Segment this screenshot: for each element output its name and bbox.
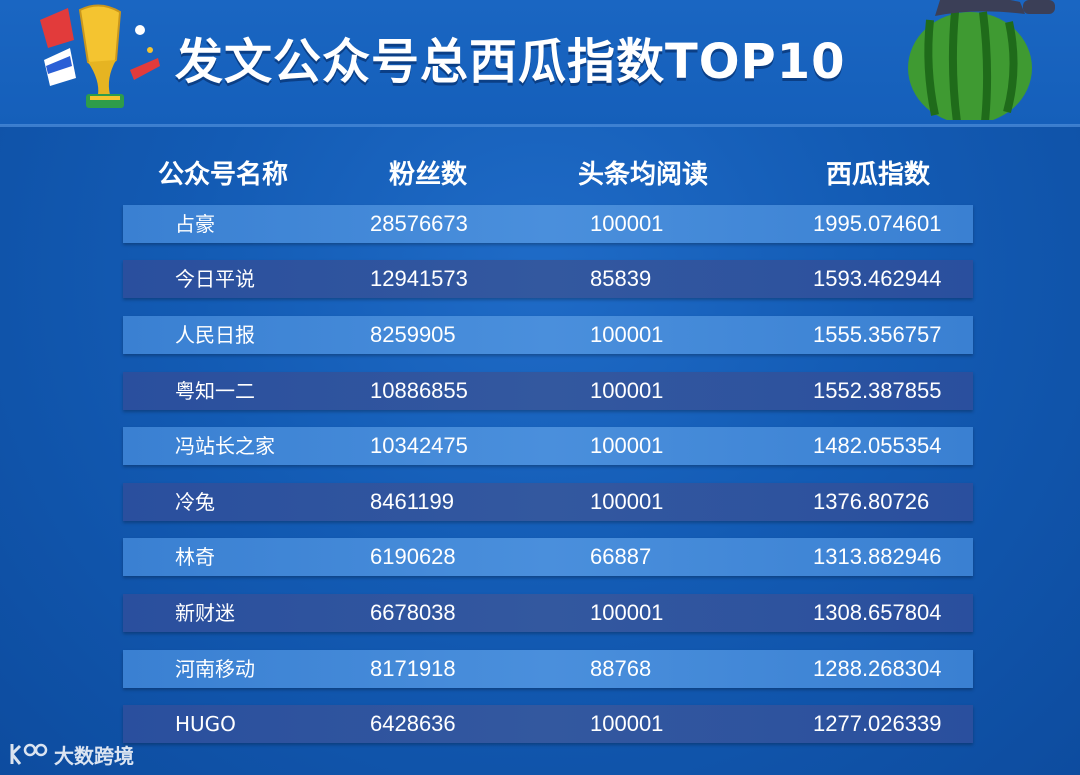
fans-count: 28576673	[370, 211, 468, 236]
fans-count: 10886855	[370, 378, 468, 403]
fans-count: 6190628	[370, 544, 456, 569]
avg-reads: 100001	[590, 378, 664, 403]
account-name: 冯站长之家	[175, 434, 275, 458]
header-divider	[0, 124, 1080, 127]
page-title: 发文公众号总西瓜指数TOP10	[175, 34, 846, 90]
account-name: 新财迷	[175, 601, 235, 625]
xigua-index: 1995.074601	[813, 211, 942, 236]
table-row: 冯站长之家 10342475 100001 1482.055354	[123, 427, 973, 465]
xigua-index: 1308.657804	[813, 600, 942, 625]
account-name: 粤知一二	[175, 379, 255, 403]
header-band	[0, 0, 1080, 125]
avg-reads: 100001	[590, 489, 664, 514]
column-header-fans: 粉丝数	[388, 160, 467, 190]
account-name: HUGO	[175, 712, 236, 736]
avg-reads: 100001	[590, 600, 664, 625]
avg-reads: 66887	[590, 544, 652, 569]
watermark-text: 大数跨境	[54, 743, 134, 768]
watermelon-icon	[908, 0, 1055, 120]
xigua-index: 1555.356757	[813, 322, 942, 347]
fans-count: 8461199	[370, 489, 455, 514]
account-name: 人民日报	[175, 323, 255, 347]
xigua-index: 1277.026339	[813, 711, 942, 736]
fans-count: 6678038	[370, 600, 456, 625]
account-name: 冷兔	[175, 490, 215, 514]
fans-count: 10342475	[370, 433, 468, 458]
fans-count: 6428636	[370, 711, 456, 736]
xigua-index: 1552.387855	[813, 378, 942, 403]
xigua-index: 1288.268304	[813, 656, 942, 681]
table-row: 占豪 28576673 100001 1995.074601	[123, 205, 973, 243]
xigua-index: 1482.055354	[813, 433, 942, 458]
column-header-xigua-index: 西瓜指数	[825, 160, 930, 190]
column-header-name: 公众号名称	[157, 160, 288, 190]
table-row: 林奇 6190628 66887 1313.882946	[123, 538, 973, 576]
table-row: 粤知一二 10886855 100001 1552.387855	[123, 372, 973, 410]
ranking-table: 公众号名称 粉丝数 头条均阅读 西瓜指数 占豪 28576673 100001 …	[123, 145, 973, 743]
table-row: 冷兔 8461199 100001 1376.80726	[123, 483, 973, 521]
fans-count: 8259905	[370, 322, 456, 347]
trophy-icon	[40, 4, 160, 108]
table-row: 新财迷 6678038 100001 1308.657804	[123, 594, 973, 632]
xigua-index: 1376.80726	[813, 489, 930, 514]
avg-reads: 100001	[590, 322, 664, 347]
fans-count: 12941573	[370, 266, 468, 291]
account-name: 今日平说	[175, 267, 255, 291]
avg-reads: 85839	[590, 266, 652, 291]
table-row: 今日平说 12941573 85839 1593.462944	[123, 260, 973, 298]
avg-reads: 100001	[590, 211, 664, 236]
dashuju-logo-icon	[10, 743, 48, 765]
xigua-index: 1593.462944	[813, 266, 942, 291]
account-name: 占豪	[175, 212, 215, 236]
avg-reads: 100001	[590, 433, 664, 458]
watermark: 大数跨境	[8, 738, 134, 770]
table-row: 人民日报 8259905 100001 1555.356757	[123, 316, 973, 354]
account-name: 河南移动	[175, 657, 255, 681]
table-row: 河南移动 8171918 88768 1288.268304	[123, 650, 973, 688]
table-row: HUGO 6428636 100001 1277.026339	[123, 705, 973, 743]
column-header-avg-reads: 头条均阅读	[577, 160, 708, 190]
avg-reads: 88768	[590, 656, 652, 681]
table-header: 公众号名称 粉丝数 头条均阅读 西瓜指数	[123, 145, 973, 205]
avg-reads: 100001	[590, 711, 664, 736]
xigua-index: 1313.882946	[813, 544, 942, 569]
fans-count: 8171918	[370, 656, 456, 681]
account-name: 林奇	[175, 545, 215, 569]
